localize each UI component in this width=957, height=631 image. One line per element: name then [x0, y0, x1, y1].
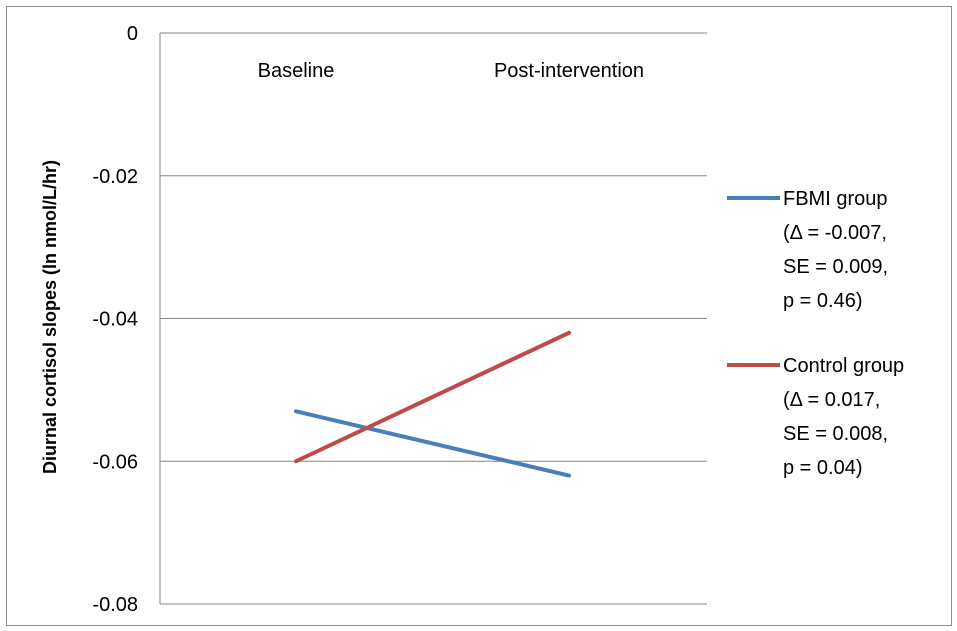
gridlines	[159, 32, 707, 605]
y-tick-label: -0.08	[92, 594, 138, 616]
legend: FBMI group (Δ = -0.007, SE = 0.009, p = 0.4…	[727, 188, 904, 479]
series-line	[294, 409, 571, 478]
legend-entry-text: (Δ = -0.007,	[783, 222, 887, 244]
legend-entry-text: (Δ = 0.017,	[783, 389, 880, 411]
chart-frame	[6, 6, 952, 626]
legend-entry-text: Control group	[783, 355, 904, 377]
series-lines	[294, 330, 571, 478]
legend-entry-text: FBMI group	[783, 188, 887, 210]
category-label: Baseline	[258, 60, 335, 82]
y-axis-tick-labels: 0 -0.02 -0.04 -0.06 -0.08	[92, 23, 138, 616]
legend-entry-text: SE = 0.009,	[783, 256, 888, 278]
category-label: Post-intervention	[494, 60, 644, 82]
legend-entry-text: SE = 0.008,	[783, 423, 888, 445]
series-line	[294, 330, 571, 464]
y-tick-label: -0.04	[92, 309, 138, 331]
y-tick-label: -0.02	[92, 166, 138, 188]
category-labels: Baseline Post-intervention	[258, 60, 644, 82]
y-tick-label: 0	[127, 23, 138, 45]
legend-entry-text: p = 0.04)	[783, 457, 863, 479]
y-tick-label: -0.06	[92, 451, 138, 473]
y-axis-label: Diurnal cortisol slopes (ln nmol/L/hr)	[40, 160, 60, 474]
legend-entry-text: p = 0.46)	[783, 290, 863, 312]
